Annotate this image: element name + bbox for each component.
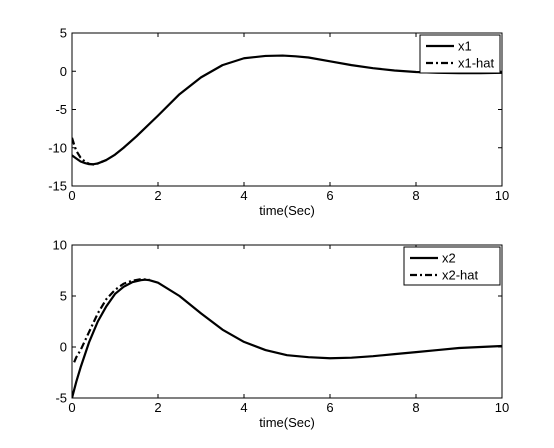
x-axis-label: time(Sec)	[259, 415, 315, 430]
legend-label: x1-hat	[458, 56, 495, 71]
x-tick-label: 4	[240, 188, 247, 203]
y-tick-label: 0	[60, 64, 67, 79]
x-tick-label: 2	[154, 400, 161, 415]
legend	[403, 246, 501, 286]
y-tick-label: -5	[55, 391, 67, 406]
x-tick-label: 10	[495, 188, 509, 203]
x-tick-label: 8	[412, 188, 419, 203]
series-line-x2	[72, 278, 502, 398]
y-tick-label: -10	[48, 140, 67, 155]
y-tick-label: 0	[60, 340, 67, 355]
legend-label: x1	[458, 39, 472, 54]
x-axis-label: time(Sec)	[259, 203, 315, 218]
y-tick-label: -15	[48, 179, 67, 194]
top-chart-x1: 0 2 4 6 8 10 -15 -10 -5 0 5 time(Sec) x1 x1-hat	[48, 26, 509, 219]
legend	[419, 34, 501, 74]
x-tick-label: 0	[68, 188, 75, 203]
y-tick-label: 5	[60, 289, 67, 304]
x-tick-label: 10	[495, 400, 509, 415]
y-tick-label: 10	[53, 238, 67, 253]
x-tick-label: 2	[154, 188, 161, 203]
x-tick-label: 6	[326, 400, 333, 415]
series-line-x2-hat	[73, 278, 150, 363]
x-tick-label: 4	[240, 400, 247, 415]
y-tick-label: 5	[60, 26, 67, 41]
legend-label: x2-hat	[442, 268, 479, 283]
legend-label: x2	[442, 251, 456, 266]
x-tick-label: 0	[68, 400, 75, 415]
y-tick-label: -5	[55, 102, 67, 117]
x-tick-label: 8	[412, 400, 419, 415]
x-tick-label: 6	[326, 188, 333, 203]
